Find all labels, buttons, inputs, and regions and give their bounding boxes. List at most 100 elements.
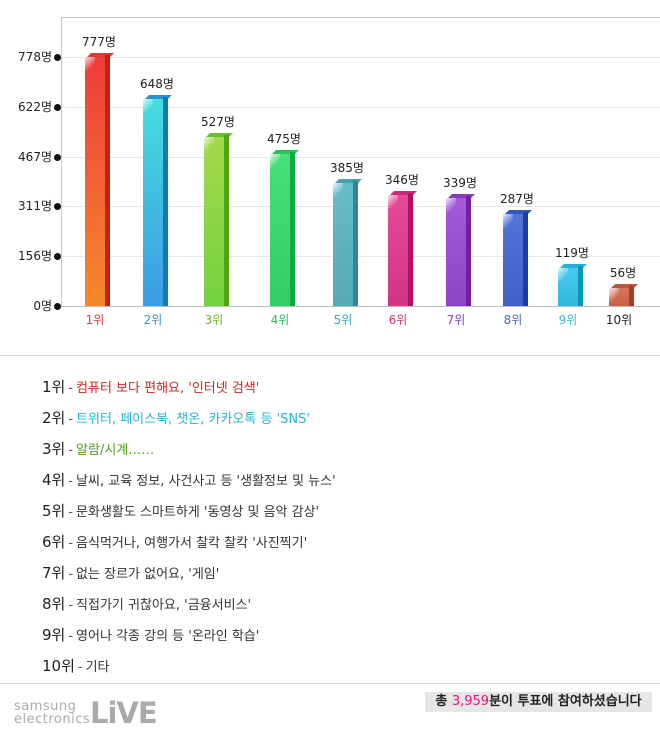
x-tick-label: 10위 — [605, 313, 633, 327]
y-tick-bullet-icon — [54, 54, 61, 61]
bar-value-label: 777명 — [82, 35, 116, 49]
legend-dash: - — [68, 629, 74, 644]
bar-highlight — [143, 99, 153, 113]
gridline — [62, 256, 660, 257]
bar-rank-6 — [388, 191, 417, 306]
legend-rank: 2위 — [42, 409, 66, 427]
legend-item: 8위 - 직접가기 귀찮아요, '금융서비스' — [42, 593, 336, 624]
bar-highlight — [388, 195, 398, 209]
bar-highlight — [446, 198, 456, 212]
legend-rank: 3위 — [42, 440, 66, 458]
bar-value-label: 385명 — [330, 161, 364, 175]
bar-rank-4 — [270, 150, 299, 306]
y-tick-label: 622명 — [18, 100, 52, 114]
y-tick-bullet-icon — [54, 253, 61, 260]
bar-highlight — [609, 288, 619, 302]
total-votes-banner: 총 3,959분이 투표에 참여하셨습니다 — [425, 692, 652, 712]
chart-frame — [61, 17, 660, 306]
bar-value-label: 648명 — [140, 77, 174, 91]
y-tick-label: 467명 — [18, 150, 52, 164]
x-tick-label: 5위 — [333, 313, 353, 327]
legend-description: 날씨, 교육 정보, 사건사고 등 '생활정보 및 뉴스' — [76, 474, 336, 489]
gridline — [62, 107, 660, 108]
x-tick-label: 2위 — [143, 313, 163, 327]
legend-dash: - — [68, 567, 74, 582]
y-tick-bullet-icon — [54, 203, 61, 210]
legend-dash: - — [68, 536, 74, 551]
bar-side-face — [629, 286, 634, 306]
legend-item: 3위 - 알람/시계…… — [42, 438, 336, 469]
section-divider — [0, 355, 660, 356]
bar-rank-9 — [558, 264, 587, 306]
footer-divider — [0, 683, 660, 684]
legend-description: 문화생활도 스마트하게 '동영상 및 음악 감상' — [76, 505, 320, 520]
total-votes-count: 3,959 — [451, 694, 490, 709]
legend-rank: 8위 — [42, 595, 66, 613]
legend-description: 음식먹거나, 여행가서 찰칵 찰칵 '사진찍기' — [76, 536, 308, 551]
bar-highlight — [204, 137, 214, 151]
gridline — [62, 157, 660, 158]
y-tick-label: 778명 — [18, 50, 52, 64]
bar-front-face — [143, 99, 163, 306]
bar-side-face — [224, 135, 229, 306]
bar-side-face — [290, 152, 295, 306]
bar-rank-1 — [85, 53, 114, 306]
bar-rank-3 — [204, 133, 233, 306]
x-tick-label: 4위 — [270, 313, 290, 327]
x-tick-label: 6위 — [388, 313, 408, 327]
bar-value-label: 527명 — [201, 115, 235, 129]
bar-side-face — [408, 193, 413, 306]
bar-rank-8 — [503, 210, 532, 306]
y-tick-bullet-icon — [54, 104, 61, 111]
legend-dash: - — [68, 381, 74, 396]
legend-item: 2위 - 트위터, 페이스북, 챗온, 카카오톡 등 'SNS' — [42, 407, 336, 438]
bar-highlight — [503, 214, 513, 228]
legend-dash: - — [68, 474, 74, 489]
bar-side-face — [578, 266, 583, 306]
legend-description: 알람/시계…… — [76, 443, 155, 458]
bar-front-face — [204, 137, 224, 306]
bar-side-face — [105, 55, 110, 306]
legend-rank: 10위 — [42, 657, 75, 675]
legend-dash: - — [68, 443, 74, 458]
legend-item: 1위 - 컴퓨터 보다 편해요, '인터넷 검색' — [42, 376, 336, 407]
legend-dash: - — [68, 412, 74, 427]
legend-rank: 1위 — [42, 378, 66, 396]
bar-side-face — [523, 212, 528, 306]
legend-item: 10위 - 기타 — [42, 655, 336, 686]
chart-baseline — [61, 306, 660, 307]
bar-highlight — [85, 57, 95, 71]
ranking-legend: 1위 - 컴퓨터 보다 편해요, '인터넷 검색' 2위 - 트위터, 페이스북, 챗온,… — [42, 376, 336, 686]
bar-front-face — [446, 198, 466, 306]
bar-rank-2 — [143, 95, 172, 306]
bar-value-label: 346명 — [385, 173, 419, 187]
legend-item: 4위 - 날씨, 교육 정보, 사건사고 등 '생활정보 및 뉴스' — [42, 469, 336, 500]
bar-front-face — [270, 154, 290, 306]
y-tick-label: 0명 — [33, 299, 52, 313]
legend-item: 6위 - 음식먹거나, 여행가서 찰칵 찰칵 '사진찍기' — [42, 531, 336, 562]
bar-highlight — [270, 154, 280, 168]
logo-electronics-text: electronics — [14, 712, 91, 727]
bar-highlight — [558, 268, 568, 282]
legend-item: 7위 - 없는 장르가 없어요, '게임' — [42, 562, 336, 593]
bar-front-face — [85, 57, 105, 306]
gridline — [62, 206, 660, 207]
samsung-electronics-live-logo: samsung electronics LiVE — [14, 698, 158, 728]
legend-rank: 4위 — [42, 471, 66, 489]
y-tick-label: 156명 — [18, 249, 52, 263]
bar-rank-5 — [333, 179, 362, 306]
bar-value-label: 287명 — [500, 192, 534, 206]
y-tick-bullet-icon — [54, 154, 61, 161]
legend-item: 5위 - 문화생활도 스마트하게 '동영상 및 음악 감상' — [42, 500, 336, 531]
legend-description: 직접가기 귀찮아요, '금융서비스' — [76, 598, 252, 613]
bar-highlight — [333, 183, 343, 197]
total-prefix: 총 — [435, 694, 452, 709]
bar-value-label: 56명 — [609, 266, 637, 280]
bar-side-face — [466, 196, 471, 306]
bar-front-face — [503, 214, 523, 306]
legend-rank: 9위 — [42, 626, 66, 644]
bar-front-face — [388, 195, 408, 306]
logo-samsung-text: samsung — [14, 699, 77, 714]
legend-description: 기타 — [85, 660, 110, 675]
legend-rank: 7위 — [42, 564, 66, 582]
